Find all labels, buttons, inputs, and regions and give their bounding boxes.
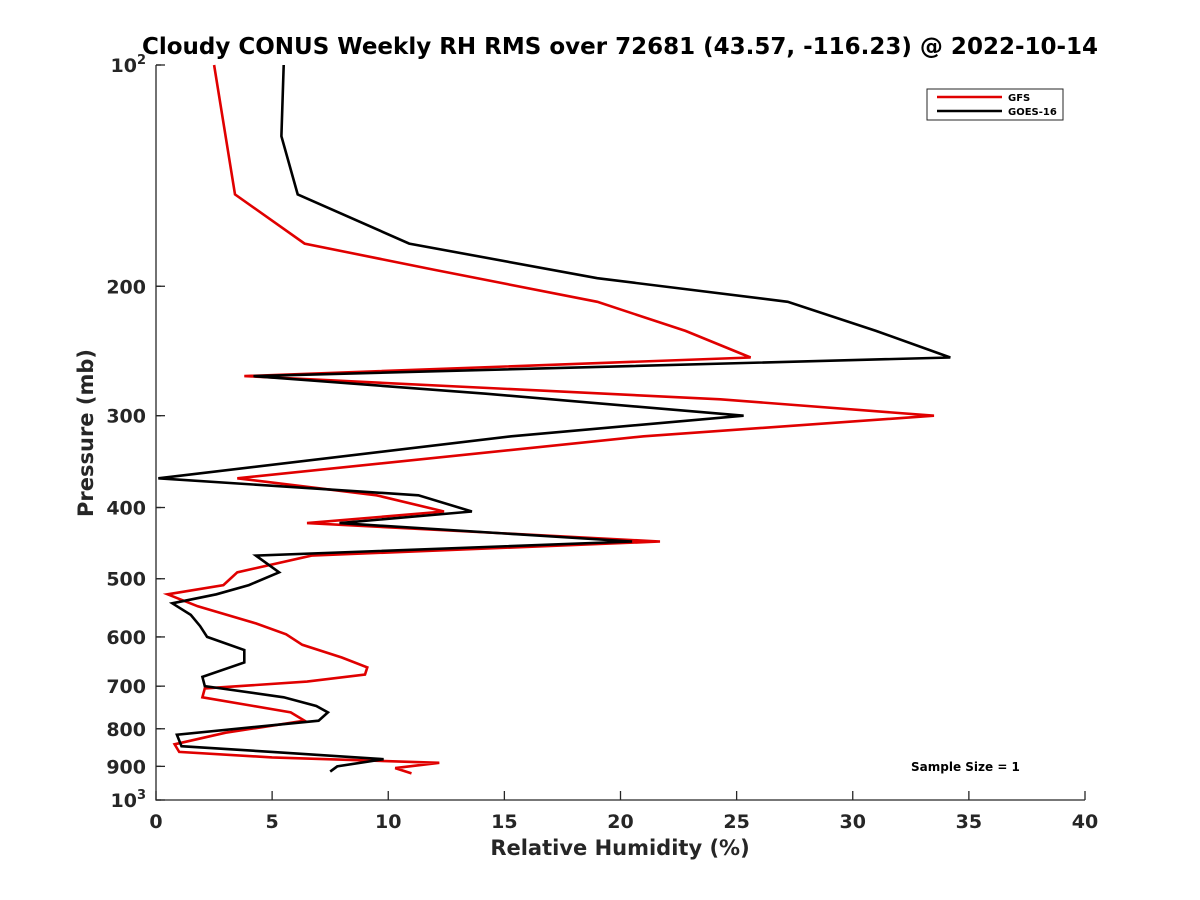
sample-size-annotation: Sample Size = 1	[911, 760, 1020, 774]
x-tick-label: 10	[375, 811, 401, 833]
legend-label: GFS	[1008, 93, 1030, 104]
y-tick-label: 600	[106, 627, 146, 649]
x-axis-label: Relative Humidity (%)	[490, 836, 749, 860]
x-tick-label: 35	[956, 811, 982, 833]
y-tick-label: 500	[106, 569, 146, 591]
x-tick-label: 40	[1072, 811, 1098, 833]
y-tick-label: 103	[111, 788, 147, 812]
x-axis-ticks: 0 5 10 15 20 25 30 35 40	[149, 791, 1098, 833]
y-tick-label: 800	[106, 719, 146, 741]
legend-box	[926, 88, 1064, 121]
series-lines	[158, 64, 951, 775]
y-axis-label: Pressure (mb)	[74, 349, 98, 517]
x-tick-label: 15	[491, 811, 517, 833]
y-tick-label: 400	[106, 498, 146, 520]
y-tick-label: 300	[106, 406, 146, 428]
y-tick-label: 200	[106, 276, 146, 298]
y-tick-label: 700	[106, 676, 146, 698]
series-line-goes-16	[158, 64, 951, 773]
x-tick-label: 5	[266, 811, 279, 833]
x-tick-label: 20	[607, 811, 633, 833]
y-axis-ticks: 102 200 300 400 500 600 700 800 900 103	[106, 53, 165, 812]
plot-area: 0 5 10 15 20 25 30 35 40 102 200 300 400 500 600 700 80…	[106, 53, 1098, 833]
plot-background	[156, 65, 1085, 800]
x-tick-label: 25	[723, 811, 749, 833]
chart-title: Cloudy CONUS Weekly RH RMS over 72681 (4…	[142, 34, 1098, 60]
legend: GFS GOES-16	[926, 88, 1064, 121]
x-tick-label: 0	[149, 811, 162, 833]
x-tick-label: 30	[840, 811, 866, 833]
legend-label: GOES-16	[1008, 107, 1057, 118]
y-tick-label: 102	[111, 53, 147, 77]
y-tick-label: 900	[106, 756, 146, 778]
